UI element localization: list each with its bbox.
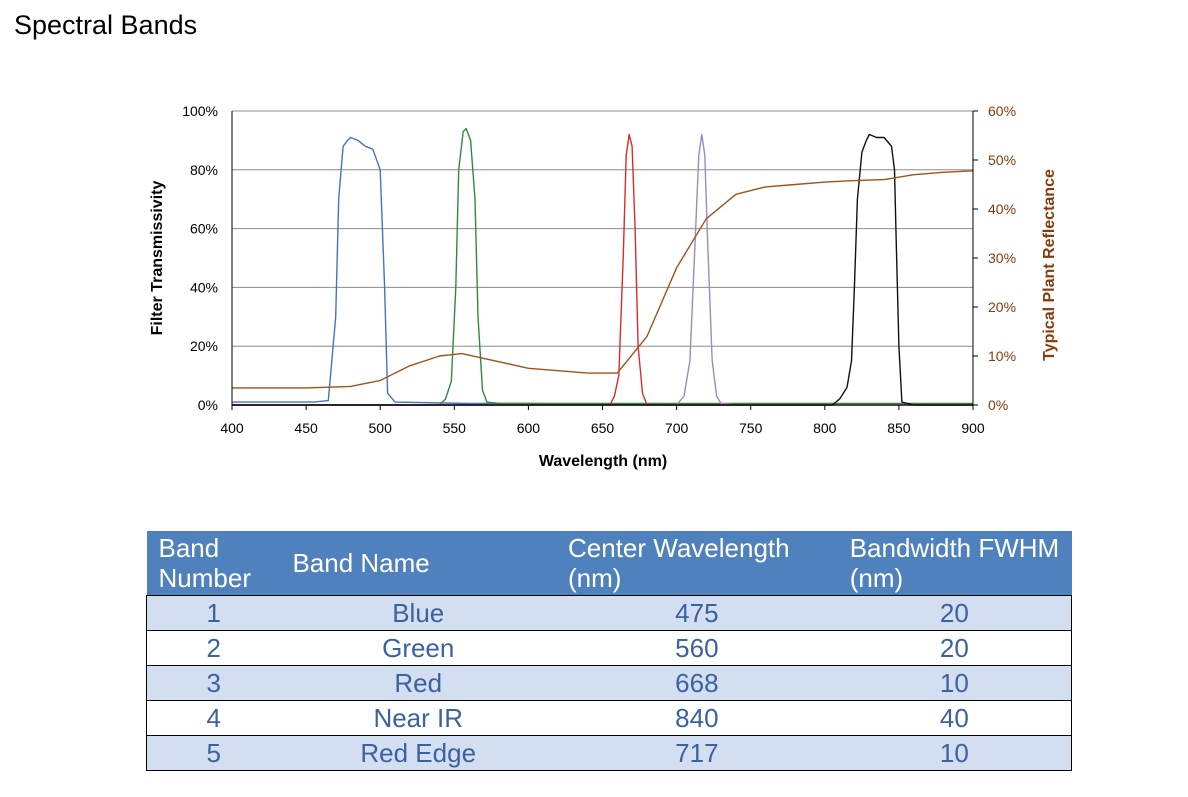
bandwidth-cell: 40 [838, 701, 1072, 736]
band-number-cell: 2 [147, 631, 281, 666]
band-number-cell: 3 [147, 666, 281, 701]
y-right-tick-label: 40% [988, 201, 1016, 217]
y-axis-title: Filter Transmissivity [149, 181, 166, 336]
band-number-cell: 4 [147, 701, 281, 736]
bandwidth-cell: 10 [838, 736, 1072, 771]
x-tick-label: 400 [220, 420, 244, 436]
x-tick-label: 550 [443, 420, 467, 436]
center-wavelength-cell: 717 [556, 736, 838, 771]
y-tick-label: 0% [198, 397, 218, 413]
table-row: 5 Red Edge 717 10 [147, 736, 1072, 771]
y-tick-label: 20% [190, 338, 218, 354]
x-tick-label: 600 [517, 420, 541, 436]
center-wavelength-cell: 475 [556, 596, 838, 631]
x-tick-label: 700 [665, 420, 689, 436]
series-line-1 [232, 138, 973, 406]
y-tick-label: 100% [182, 103, 218, 119]
series-line-4 [232, 135, 973, 406]
series-line-3 [232, 135, 973, 406]
band-name-cell: Red [280, 666, 556, 701]
x-tick-label: 500 [369, 420, 393, 436]
band-name-cell: Green [280, 631, 556, 666]
band-name-cell: Red Edge [280, 736, 556, 771]
series-line-6 [232, 171, 973, 388]
table-row: 3 Red 668 10 [147, 666, 1072, 701]
x-tick-label: 750 [739, 420, 763, 436]
header-bandwidth: Bandwidth FWHM (nm) [838, 531, 1072, 596]
header-band-name: Band Name [280, 531, 556, 596]
y-right-axis-title: Typical Plant Reflectance [1041, 169, 1058, 361]
header-band-number: Band Number [147, 531, 281, 596]
center-wavelength-cell: 840 [556, 701, 838, 736]
y-tick-label: 40% [190, 279, 218, 295]
x-tick-label: 850 [887, 420, 911, 436]
table-row: 1 Blue 475 20 [147, 596, 1072, 631]
y-right-tick-label: 20% [988, 299, 1016, 315]
spectral-bands-table: Band Number Band Name Center Wavelength … [146, 531, 1072, 771]
bandwidth-cell: 10 [838, 666, 1072, 701]
band-number-cell: 5 [147, 736, 281, 771]
x-axis-title: Wavelength (nm) [539, 453, 667, 470]
y-tick-label: 60% [190, 221, 218, 237]
header-center-wavelength: Center Wavelength (nm) [556, 531, 838, 596]
table-row: 2 Green 560 20 [147, 631, 1072, 666]
band-name-cell: Near IR [280, 701, 556, 736]
table-row: 4 Near IR 840 40 [147, 701, 1072, 736]
center-wavelength-cell: 668 [556, 666, 838, 701]
x-tick-label: 800 [813, 420, 837, 436]
y-right-tick-label: 50% [988, 152, 1016, 168]
series-line-5 [232, 135, 973, 406]
band-number-cell: 1 [147, 596, 281, 631]
band-name-cell: Blue [280, 596, 556, 631]
chart-axes: 0% 20% 40% 60% 80% 100% 0% 10% 20% 30% 40% 50% 60% 40… [182, 103, 1016, 436]
center-wavelength-cell: 560 [556, 631, 838, 666]
y-tick-label: 80% [190, 162, 218, 178]
y-right-tick-label: 30% [988, 250, 1016, 266]
y-right-tick-label: 10% [988, 348, 1016, 364]
bandwidth-cell: 20 [838, 631, 1072, 666]
x-tick-label: 900 [961, 420, 985, 436]
bandwidth-cell: 20 [838, 596, 1072, 631]
y-right-tick-label: 60% [988, 103, 1016, 119]
spectral-chart: 0% 20% 40% 60% 80% 100% 0% 10% 20% 30% 40% 50% 60% 40… [0, 0, 1188, 500]
y-right-tick-label: 0% [988, 397, 1008, 413]
x-tick-label: 450 [294, 420, 318, 436]
x-tick-label: 650 [591, 420, 615, 436]
table-header-row: Band Number Band Name Center Wavelength … [147, 531, 1072, 596]
